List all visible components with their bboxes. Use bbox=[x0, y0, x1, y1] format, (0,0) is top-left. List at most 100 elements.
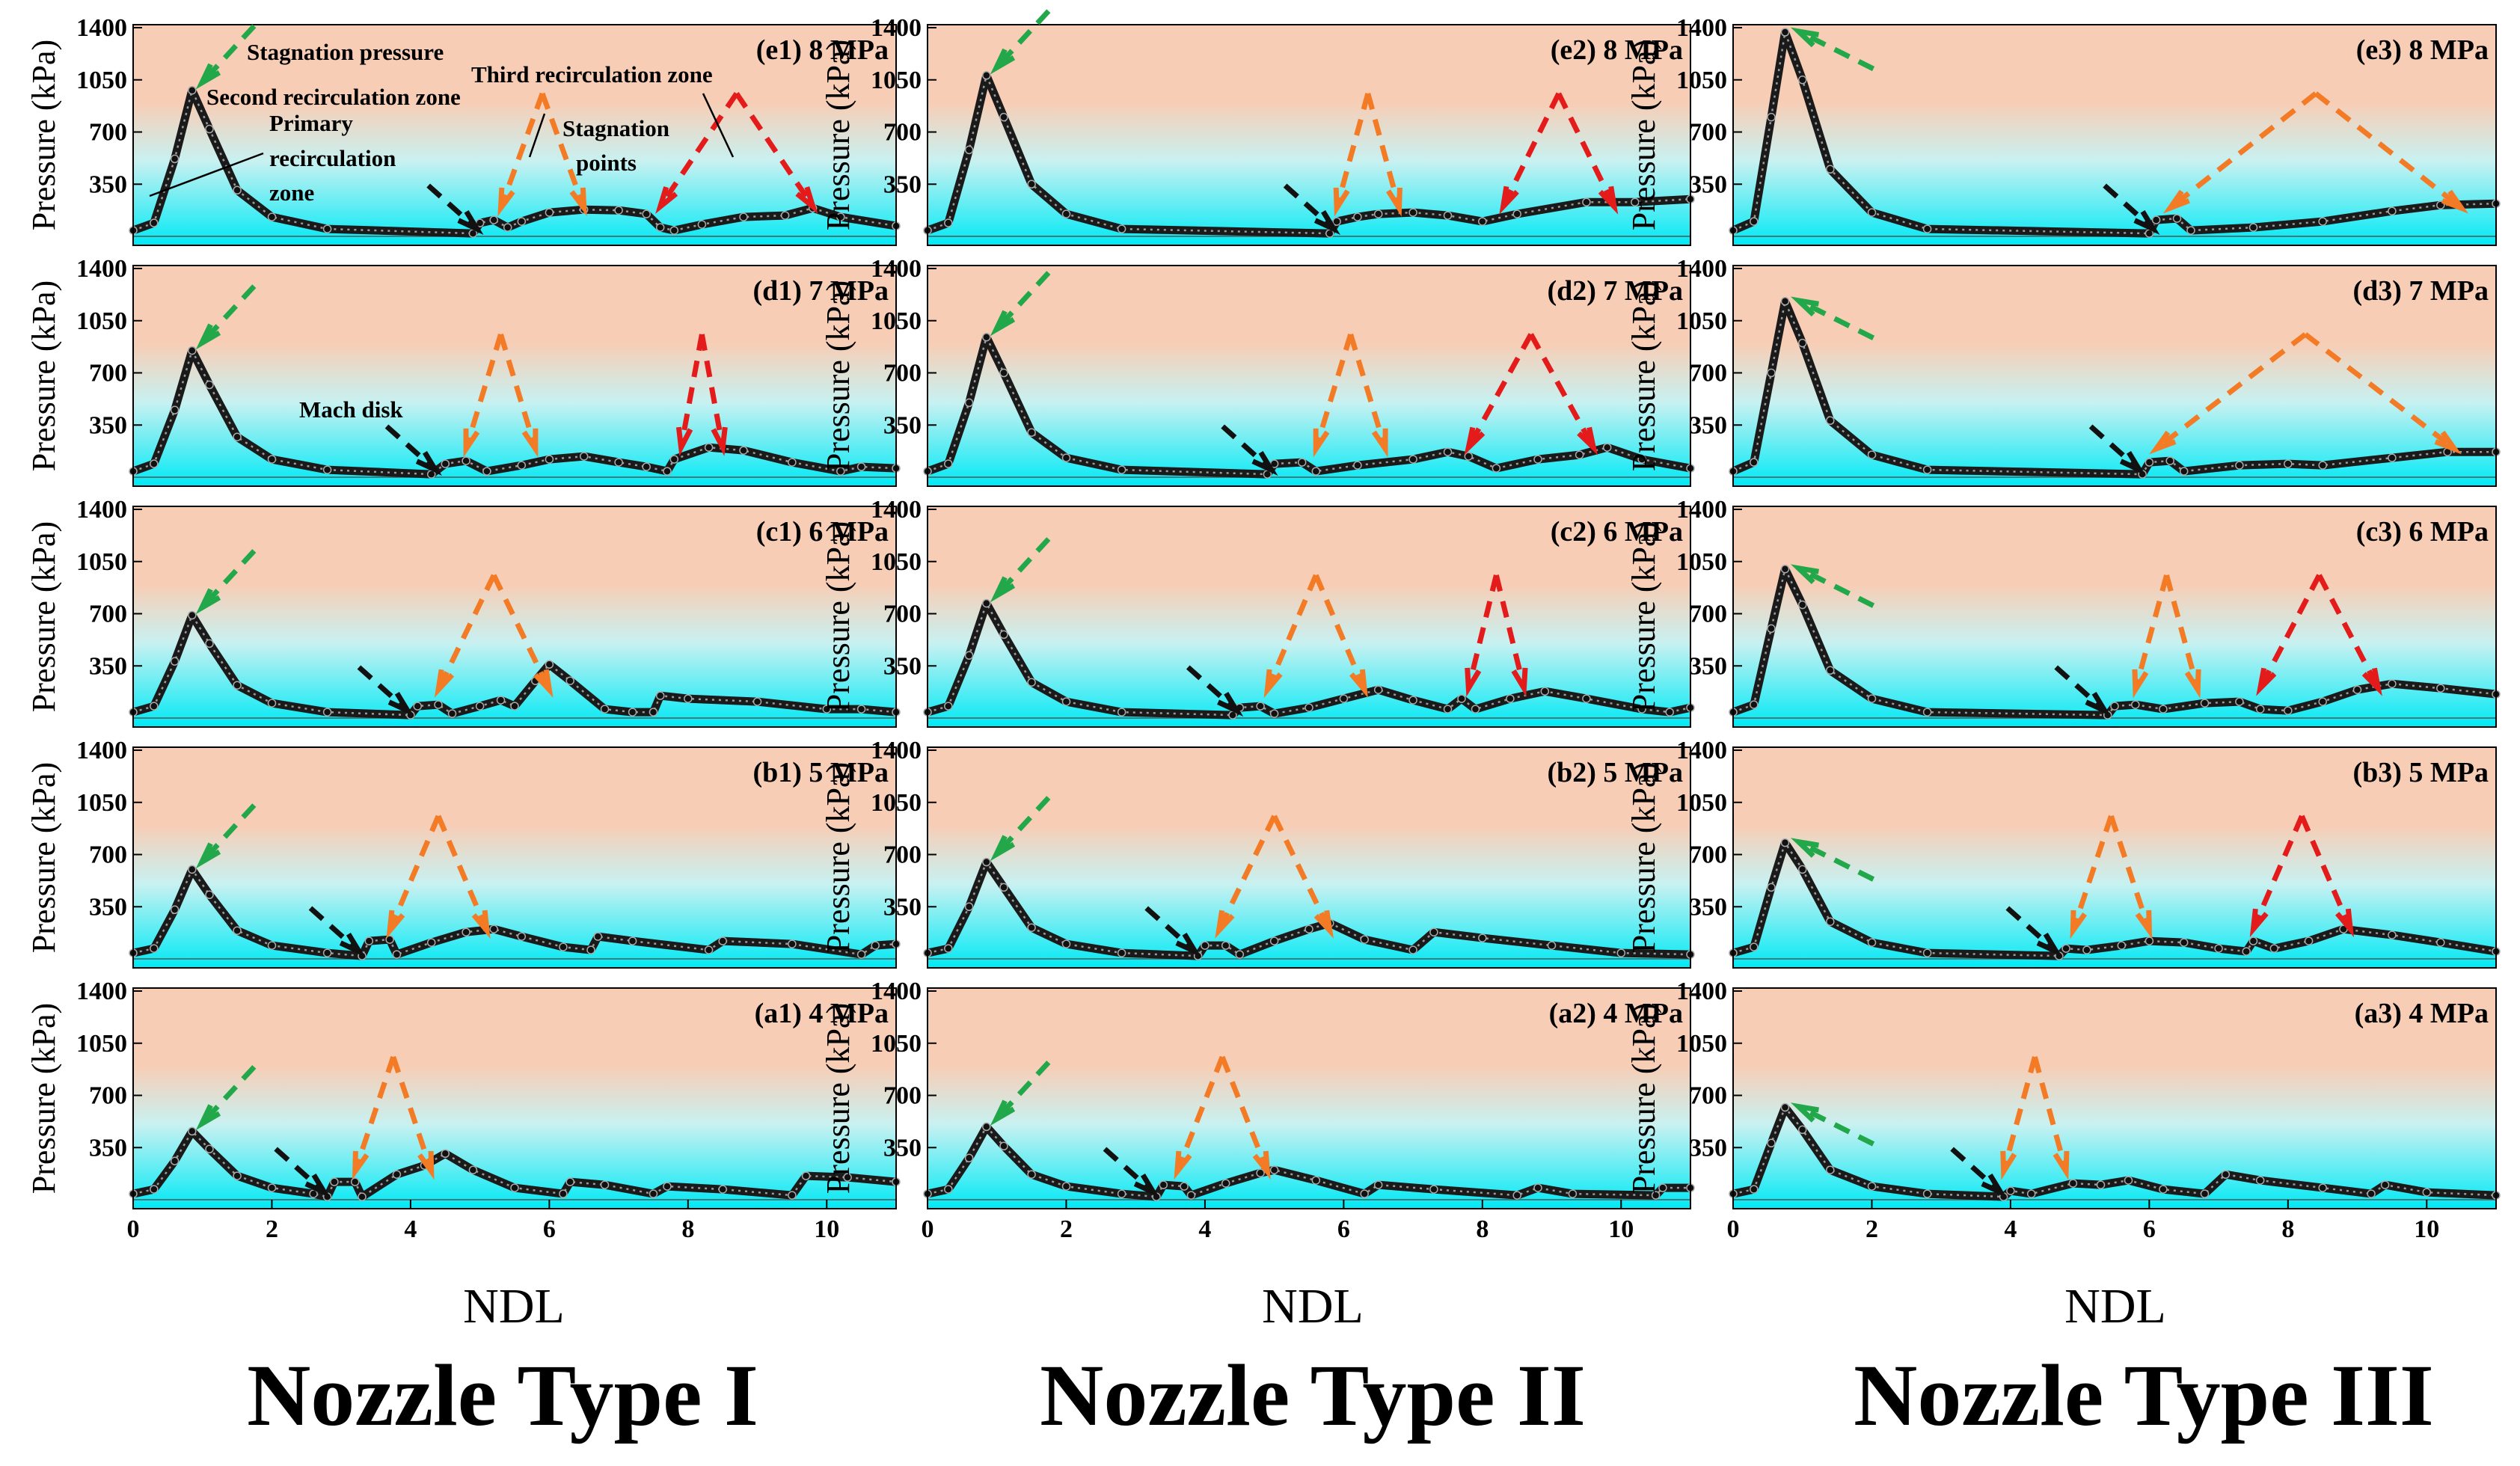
data-point-1 bbox=[944, 459, 953, 468]
annotation-stagnation-pressure: Stagnation pressure bbox=[247, 39, 444, 65]
data-point-15 bbox=[1408, 696, 1417, 705]
data-point-15 bbox=[2242, 947, 2251, 956]
data-point-16 bbox=[1408, 945, 1417, 954]
column-title-type-3: Nozzle Type III bbox=[1854, 1346, 2434, 1444]
data-point-2 bbox=[170, 154, 180, 164]
data-point-6 bbox=[267, 212, 277, 221]
data-point-9 bbox=[2061, 944, 2070, 953]
y-tick-label: 700 bbox=[89, 1082, 127, 1110]
red-arrow-left-0-head bbox=[2249, 908, 2269, 938]
panel-label: (e2) 8 MPa bbox=[1551, 34, 1683, 66]
panel-frame bbox=[927, 24, 1691, 246]
data-point-16 bbox=[2221, 1170, 2231, 1179]
data-point-20 bbox=[739, 212, 748, 221]
x-tick-label: 8 bbox=[1476, 1215, 1489, 1243]
data-point-16 bbox=[510, 1183, 519, 1192]
data-point-23 bbox=[836, 212, 845, 221]
red-arrow-left-0-shaft bbox=[2257, 574, 2322, 690]
data-point-6 bbox=[1867, 938, 1877, 947]
data-point-13 bbox=[2124, 1176, 2133, 1185]
data-point-23 bbox=[1665, 708, 1674, 717]
stagnation-arrow-head bbox=[1790, 564, 1819, 585]
data-point-6 bbox=[267, 941, 277, 950]
mach-disk-arrow-head bbox=[1175, 932, 1202, 957]
data-point-6 bbox=[1867, 450, 1877, 459]
y-tick-label: 1400 bbox=[871, 737, 922, 764]
data-point-2 bbox=[170, 905, 180, 915]
orange-arrow-left-0-head bbox=[1263, 669, 1283, 699]
data-point-2 bbox=[964, 1153, 974, 1162]
data-point-11 bbox=[1186, 1191, 1196, 1200]
orange-arrow-left-0-shaft bbox=[1174, 1055, 1225, 1173]
data-point-20 bbox=[1533, 1183, 1542, 1192]
orange-arrow-right-0-shaft bbox=[435, 815, 490, 932]
mach-disk-arrow-shaft bbox=[1103, 1147, 1156, 1194]
y-axis-label: Pressure (kPa) bbox=[820, 40, 856, 230]
y-tick-label: 350 bbox=[1689, 652, 1727, 680]
panel-label: (a2) 4 MPa bbox=[1549, 998, 1683, 1029]
data-point-11 bbox=[392, 950, 402, 959]
orange-arrow-right-0-head bbox=[417, 1150, 435, 1180]
y-tick-label: 1050 bbox=[871, 67, 922, 94]
panel-frame bbox=[1732, 265, 2497, 487]
data-point-17 bbox=[565, 676, 574, 685]
orange-arrow-left-0-head bbox=[497, 187, 515, 217]
stagnation-arrow-head bbox=[195, 588, 221, 615]
orange-arrow-left-0-head bbox=[1215, 910, 1235, 939]
data-point-12 bbox=[1353, 461, 1362, 470]
y-tick-label: 700 bbox=[883, 601, 922, 628]
y-axis-label: Pressure (kPa) bbox=[1625, 40, 1662, 230]
orange-arrow-right-0-head bbox=[1371, 428, 1388, 458]
panel-label: (c1) 6 MPa bbox=[756, 516, 889, 548]
column-title-type-1: Nozzle Type I bbox=[247, 1346, 758, 1444]
y-axis-label: Pressure (kPa) bbox=[25, 40, 62, 230]
data-point-11 bbox=[1311, 467, 1321, 476]
orange-arrow-right-0-shaft bbox=[2164, 574, 2201, 691]
orange-arrow-right-0-shaft bbox=[1348, 333, 1388, 450]
data-point-22 bbox=[1651, 1191, 1661, 1200]
data-point-4 bbox=[999, 1141, 1008, 1151]
data-point-21 bbox=[788, 458, 797, 467]
data-point-7 bbox=[322, 708, 332, 717]
y-axis-label: Pressure (kPa) bbox=[25, 521, 62, 712]
panel-c3: 350 700 1050 1400 Pressure (kPa) (c3) 6 MPa bbox=[1625, 496, 2501, 728]
data-point-10 bbox=[350, 1177, 360, 1186]
y-tick-label: 700 bbox=[883, 1082, 922, 1110]
y-tick-label: 1050 bbox=[76, 548, 127, 576]
y-axis-label: Pressure (kPa) bbox=[1625, 521, 1662, 712]
data-point-14 bbox=[2214, 944, 2223, 953]
red-arrow-right-0-shaft bbox=[2299, 815, 2353, 930]
data-point-17 bbox=[655, 223, 665, 232]
data-point-16 bbox=[1443, 705, 1453, 714]
orange-arrow-left-0-head bbox=[2070, 910, 2088, 939]
stagnation-arrow-head bbox=[195, 323, 221, 350]
red-arrow-right-0-head bbox=[1577, 426, 1598, 456]
y-tick-label: 1050 bbox=[871, 789, 922, 817]
orange-arrow-left-0-head bbox=[463, 428, 480, 458]
data-point-2 bbox=[1767, 112, 1776, 122]
orange-arrow-right-0-shaft bbox=[2303, 332, 2456, 451]
data-point-19 bbox=[1547, 941, 1557, 950]
orange-arrow-left-0-head bbox=[1313, 428, 1330, 458]
data-point-16 bbox=[1492, 464, 1501, 473]
stagnation-arrow-shaft bbox=[1797, 298, 1875, 340]
data-point-14 bbox=[1373, 685, 1383, 694]
annotation-primary-zone-line2: recirculation bbox=[269, 145, 396, 171]
data-point-16 bbox=[545, 660, 554, 669]
red-arrow-left-0-shaft bbox=[1500, 92, 1561, 208]
data-point-10 bbox=[2172, 214, 2182, 223]
data-point-19 bbox=[2436, 684, 2445, 693]
data-point-17 bbox=[2255, 1176, 2265, 1185]
y-tick-label: 1400 bbox=[1676, 255, 1727, 283]
y-tick-label: 350 bbox=[89, 1134, 127, 1162]
annotation-third-recirculation-zone: Third recirculation zone bbox=[471, 61, 713, 88]
data-point-3 bbox=[1780, 1102, 1790, 1112]
panel-a3: 350 700 1050 1400 Pressure (kPa) 0 2 4 6 8 10 (a3) … bbox=[1625, 978, 2501, 1243]
data-point-15 bbox=[614, 458, 623, 467]
data-point-14 bbox=[1478, 217, 1487, 226]
data-point-4 bbox=[1797, 338, 1807, 348]
data-point-11 bbox=[2179, 467, 2189, 476]
red-arrow-right-0-head bbox=[1598, 185, 1619, 215]
x-tick-label: 10 bbox=[814, 1215, 839, 1243]
